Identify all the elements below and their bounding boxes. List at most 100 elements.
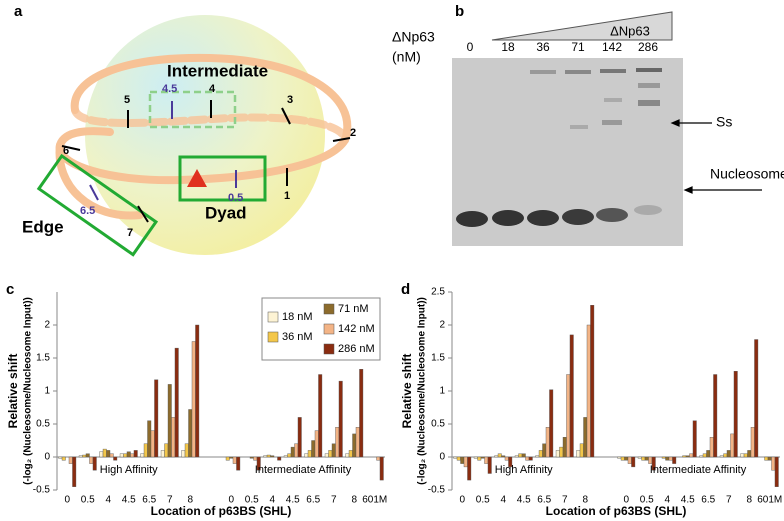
x-tick-label: 4 xyxy=(500,495,506,506)
bar xyxy=(106,450,111,458)
bar xyxy=(620,456,625,461)
bar xyxy=(338,380,343,458)
bar xyxy=(692,420,697,458)
y-tick-label: 0 xyxy=(439,452,445,463)
bar xyxy=(195,324,200,458)
bar xyxy=(648,456,653,464)
bar xyxy=(566,374,571,458)
legend-swatch xyxy=(267,311,279,323)
group-label: High Affinity xyxy=(495,464,553,476)
bar xyxy=(160,450,165,458)
bar xyxy=(586,324,591,458)
legend-swatch xyxy=(323,343,335,355)
bar xyxy=(754,339,759,458)
bar xyxy=(733,371,738,458)
bar xyxy=(627,456,632,464)
bar xyxy=(225,456,230,461)
bar xyxy=(521,453,526,458)
bar xyxy=(699,455,704,458)
x-tick-label: 0.5 xyxy=(81,495,95,506)
bar xyxy=(719,455,724,458)
dyad-box xyxy=(178,155,267,202)
bar xyxy=(140,453,145,458)
x-tick-label: 4.5 xyxy=(122,495,136,506)
bar xyxy=(528,456,533,461)
bar xyxy=(747,450,752,458)
panel-a: a Intermediate Edge Dyad 4.5 4 5 3 2 6 xyxy=(14,3,356,257)
y-axis-label: Relative shift xyxy=(400,354,414,429)
bar xyxy=(453,456,458,459)
bar xyxy=(171,417,176,458)
bar xyxy=(283,455,288,458)
x-tick-label: 8 xyxy=(582,495,588,506)
bar xyxy=(644,456,649,461)
bar xyxy=(85,453,90,458)
y-tick-label: 2.5 xyxy=(431,287,445,298)
legend-label: 36 nM xyxy=(282,331,313,343)
x-tick-label: 7 xyxy=(167,495,173,506)
bar xyxy=(335,427,340,458)
bar xyxy=(518,453,523,458)
unit-label: (nM) xyxy=(392,49,421,65)
x-tick-label: 4.5 xyxy=(681,495,695,506)
bar xyxy=(102,448,107,458)
position-label: 3 xyxy=(287,94,293,106)
bar xyxy=(167,384,172,458)
bar xyxy=(549,389,554,458)
bar xyxy=(58,456,63,459)
bar xyxy=(164,443,169,458)
band-label: Ss xyxy=(716,114,732,130)
dyad-marker xyxy=(187,169,207,187)
bar xyxy=(713,374,718,458)
x-tick-label: 0.5 xyxy=(245,495,259,506)
bar xyxy=(191,341,196,458)
bar xyxy=(188,409,193,458)
lane-label: 71 xyxy=(571,40,585,54)
x-tick-label: 0.5 xyxy=(476,495,490,506)
position-ticks-highlight xyxy=(89,101,237,201)
y-tick-label: 1 xyxy=(44,386,50,397)
bar xyxy=(774,456,779,487)
x-tick-label: 7 xyxy=(726,495,732,506)
x-tick-label: 6.5 xyxy=(142,495,156,506)
bar xyxy=(150,430,155,458)
bar xyxy=(579,443,584,458)
x-tick-label: 6.5 xyxy=(306,495,320,506)
bar xyxy=(545,427,550,458)
bar xyxy=(764,456,769,461)
bar xyxy=(641,456,646,461)
bar xyxy=(497,453,502,458)
x-tick-label: 0 xyxy=(459,495,465,506)
bar xyxy=(270,455,275,458)
bar xyxy=(542,443,547,458)
bar xyxy=(559,446,564,458)
y-tick-label: -0.5 xyxy=(33,485,51,496)
bar xyxy=(477,456,482,461)
bar xyxy=(538,450,543,458)
position-label: 1 xyxy=(284,190,290,202)
bar xyxy=(569,334,574,458)
bar xyxy=(767,456,772,461)
bar xyxy=(314,430,319,458)
position-label: 6 xyxy=(63,145,69,157)
bar xyxy=(253,456,258,461)
region-label: Dyad xyxy=(205,203,247,222)
y-tick-label: 1.5 xyxy=(431,353,445,364)
y-axis-label: Relative shift xyxy=(6,354,20,429)
bar xyxy=(277,456,282,461)
bar xyxy=(236,456,241,471)
gel-bands xyxy=(456,68,662,227)
bar xyxy=(249,456,254,459)
bar xyxy=(61,456,66,461)
bar xyxy=(682,455,687,458)
group-label: High Affinity xyxy=(100,464,158,476)
bar xyxy=(328,450,333,458)
bar xyxy=(624,456,629,461)
bar xyxy=(508,456,513,468)
lane-label: 286 xyxy=(638,40,658,54)
position-label: 4 xyxy=(209,83,216,95)
bar xyxy=(92,456,97,471)
bar xyxy=(706,450,711,458)
x-tick-label: 601M xyxy=(757,495,782,506)
bar xyxy=(379,456,384,481)
